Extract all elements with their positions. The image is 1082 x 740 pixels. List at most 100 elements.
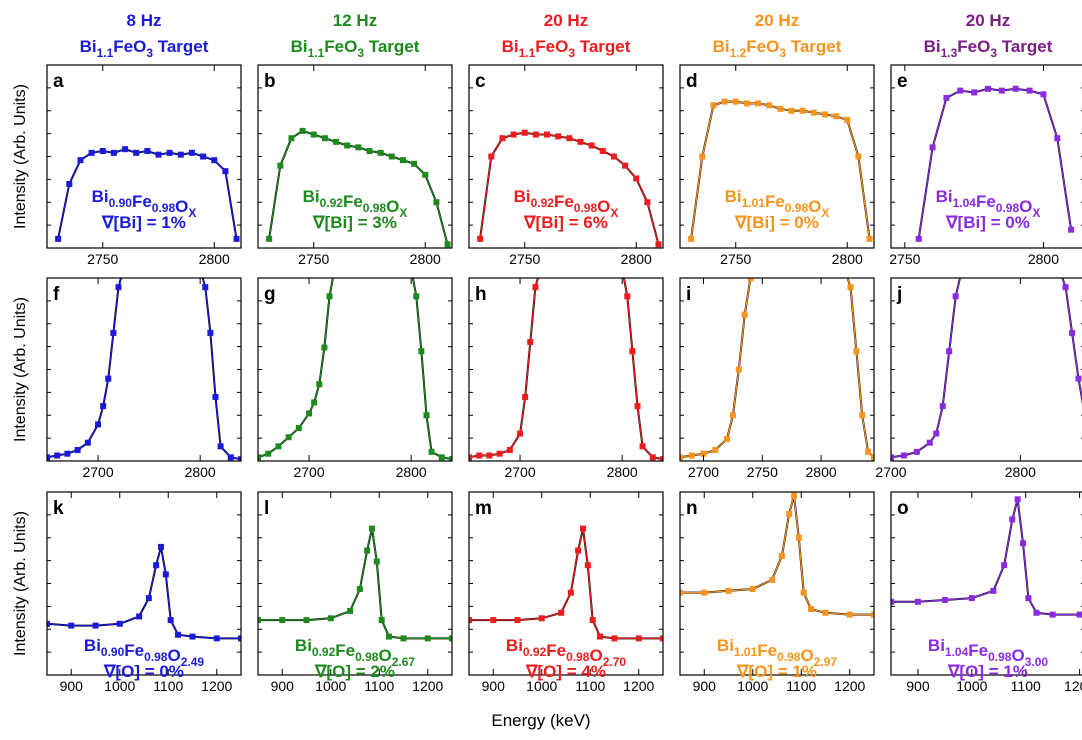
element-subscript: 2.67 <box>392 655 416 669</box>
data-point <box>321 135 328 142</box>
element-symbol: O <box>378 646 391 665</box>
data-point <box>366 148 373 155</box>
data-point <box>655 241 662 248</box>
data-line <box>469 278 663 460</box>
data-point <box>444 241 451 248</box>
data-point <box>373 558 380 565</box>
panel-l: 900 1000 1100 1200 l Bi0.92Fe0.98O2.67∇[O] = … <box>257 491 453 694</box>
target-text: Bi <box>80 37 97 56</box>
data-point <box>1049 611 1056 618</box>
data-point <box>766 102 773 109</box>
data-point <box>162 571 169 578</box>
data-point <box>634 403 641 410</box>
element-subscript: 0.90 <box>101 645 125 659</box>
composition-label: Bi0.92Fe0.98O2.67 <box>295 636 415 669</box>
data-point <box>735 366 742 373</box>
data-point <box>110 329 117 336</box>
x-tick-label: 1000 <box>315 678 346 694</box>
element-subscript: 0.98 <box>785 201 809 215</box>
data-point <box>522 393 529 400</box>
data-point <box>853 348 860 355</box>
target-text: FeO <box>535 37 568 56</box>
panel-g: 2700 2800 g <box>257 277 453 480</box>
data-point <box>174 631 181 638</box>
x-tick-label: 1000 <box>104 678 135 694</box>
x-tick-label: 1100 <box>1011 678 1041 694</box>
data-point <box>326 293 333 300</box>
data-point <box>786 510 793 517</box>
data-point <box>428 448 435 455</box>
data-point <box>238 635 241 642</box>
panel-frame <box>468 277 664 462</box>
x-tick-label: 2750 <box>747 464 778 480</box>
element-subscript: 1.01 <box>734 645 758 659</box>
x-axis-label: Energy (keV) <box>491 711 590 730</box>
data-point <box>624 293 631 300</box>
element-symbol: Bi <box>84 636 101 655</box>
x-tick-label: 900 <box>271 678 295 694</box>
data-point <box>1014 496 1021 503</box>
data-point <box>344 142 351 149</box>
data-point <box>680 454 683 461</box>
x-tick-label: 2800 <box>621 251 652 267</box>
target-subscript: 3 <box>568 46 575 60</box>
x-tick-label: 2700 <box>875 464 906 480</box>
data-point <box>799 107 806 114</box>
data-point <box>189 633 196 640</box>
element-subscript: 2.49 <box>181 655 205 669</box>
target-text: FeO <box>746 37 779 56</box>
panel-frame <box>890 277 1082 462</box>
data-point <box>688 235 695 242</box>
data-point <box>99 148 106 155</box>
data-point <box>1075 375 1082 382</box>
element-symbol: Bi <box>936 187 953 206</box>
x-tick-label: 2750 <box>889 251 920 267</box>
data-point <box>469 454 472 461</box>
element-symbol: Bi <box>295 636 312 655</box>
panel-frame <box>46 64 242 249</box>
column-rate-label: 20 Hz <box>966 11 1010 30</box>
column-rate-label: 20 Hz <box>544 11 588 30</box>
data-point <box>279 617 286 624</box>
fit-line <box>47 546 241 640</box>
x-tick-label: 2800 <box>1005 464 1036 480</box>
x-tick-label: 2700 <box>293 464 324 480</box>
element-symbol: Fe <box>757 641 777 660</box>
data-point <box>566 135 573 142</box>
data-point <box>310 131 317 138</box>
element-subscript: 1.04 <box>945 645 969 659</box>
element-subscript: 0.98 <box>996 201 1020 215</box>
panel-letter: i <box>686 284 691 305</box>
data-point <box>477 235 484 242</box>
data-point <box>227 454 234 461</box>
data-point <box>639 443 646 450</box>
panel-letter: f <box>53 284 60 305</box>
element-symbol: Fe <box>132 192 152 211</box>
panel-frame <box>679 64 875 249</box>
panel-frame <box>257 64 453 249</box>
element-subscript: X <box>188 206 196 220</box>
data-point <box>725 587 732 594</box>
target-text: Target <box>575 37 631 56</box>
data-point <box>266 235 273 242</box>
data-point <box>610 153 617 160</box>
data-point <box>222 168 229 175</box>
composition-label: Bi0.92Fe0.98O2.70 <box>506 636 626 669</box>
target-text: FeO <box>324 37 357 56</box>
panel-letter: d <box>686 71 698 92</box>
gradient-label: ∇[Bi] = 0% <box>945 213 1030 232</box>
data-point <box>913 448 920 455</box>
data-point <box>288 135 295 142</box>
panel-c: 2750 2800 c Bi0.92Fe0.98OX∇[Bi] = 6% <box>468 64 664 267</box>
data-point <box>155 151 162 158</box>
data-point <box>660 456 663 461</box>
data-line <box>918 88 1072 239</box>
composition-label: Bi0.92Fe0.98OX <box>303 187 408 220</box>
target-text: FeO <box>957 37 990 56</box>
element-subscript: 0.98 <box>574 201 598 215</box>
data-point <box>110 149 117 156</box>
element-subscript: 1.01 <box>742 196 766 210</box>
element-subscript: 0.98 <box>355 650 379 664</box>
data-point <box>755 100 762 107</box>
